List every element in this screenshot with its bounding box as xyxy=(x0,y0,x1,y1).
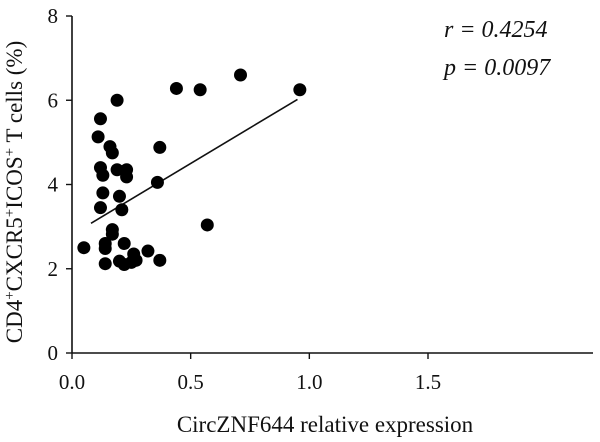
data-point xyxy=(153,140,167,154)
y-title-sup-1: + xyxy=(2,291,18,299)
y-title-sup-2: + xyxy=(2,209,18,217)
data-point xyxy=(115,203,129,217)
data-point xyxy=(105,146,119,160)
y-tick-label: 0 xyxy=(48,341,59,365)
y-axis-title: CD4+CXCR5+ICOS+ T cells (%) xyxy=(2,41,27,344)
data-point xyxy=(117,236,131,250)
data-point xyxy=(110,93,124,107)
data-point xyxy=(153,253,167,267)
data-point xyxy=(193,83,207,97)
data-point xyxy=(150,175,164,189)
p-value-annotation: p = 0.0097 xyxy=(442,55,551,81)
trendline-group xyxy=(90,98,298,224)
data-point xyxy=(98,257,112,271)
data-point xyxy=(110,163,124,177)
data-point xyxy=(141,244,155,258)
r-value-annotation: r = 0.4254 xyxy=(444,17,548,43)
data-point xyxy=(77,241,91,255)
data-point xyxy=(234,68,248,82)
y-tick-label: 2 xyxy=(48,257,59,281)
data-point xyxy=(98,242,112,256)
data-point xyxy=(169,81,183,95)
data-point xyxy=(293,83,307,97)
x-tick-label: 0.0 xyxy=(59,370,85,394)
x-tick-label: 1.5 xyxy=(415,370,441,394)
y-tick-label: 6 xyxy=(48,88,59,112)
x-tick-label: 1.0 xyxy=(296,370,322,394)
y-title-cd4: CD4 xyxy=(2,299,27,343)
y-tick-label: 8 xyxy=(48,4,59,28)
y-title-sup-3: + xyxy=(2,148,18,156)
y-title-cxcr5: CXCR5 xyxy=(2,217,27,291)
x-tick-label: 0.5 xyxy=(178,370,204,394)
data-point xyxy=(91,130,105,144)
data-point xyxy=(93,201,107,215)
data-point xyxy=(105,227,119,241)
data-point xyxy=(129,253,143,267)
data-point xyxy=(200,218,214,232)
data-point xyxy=(96,186,110,200)
y-title-icos: ICOS xyxy=(2,156,27,208)
regression-line xyxy=(90,98,298,224)
x-axis-title: CircZNF644 relative expression xyxy=(177,412,474,437)
data-point xyxy=(112,189,126,203)
data-point xyxy=(96,168,110,182)
data-point xyxy=(120,170,134,184)
data-points xyxy=(77,68,307,272)
ticks: 0.0 0.5 1.0 1.5 0 2 4 6 8 xyxy=(48,4,442,394)
y-title-rest: T cells (%) xyxy=(2,41,27,148)
data-point xyxy=(93,112,107,126)
y-tick-label: 4 xyxy=(48,173,59,197)
